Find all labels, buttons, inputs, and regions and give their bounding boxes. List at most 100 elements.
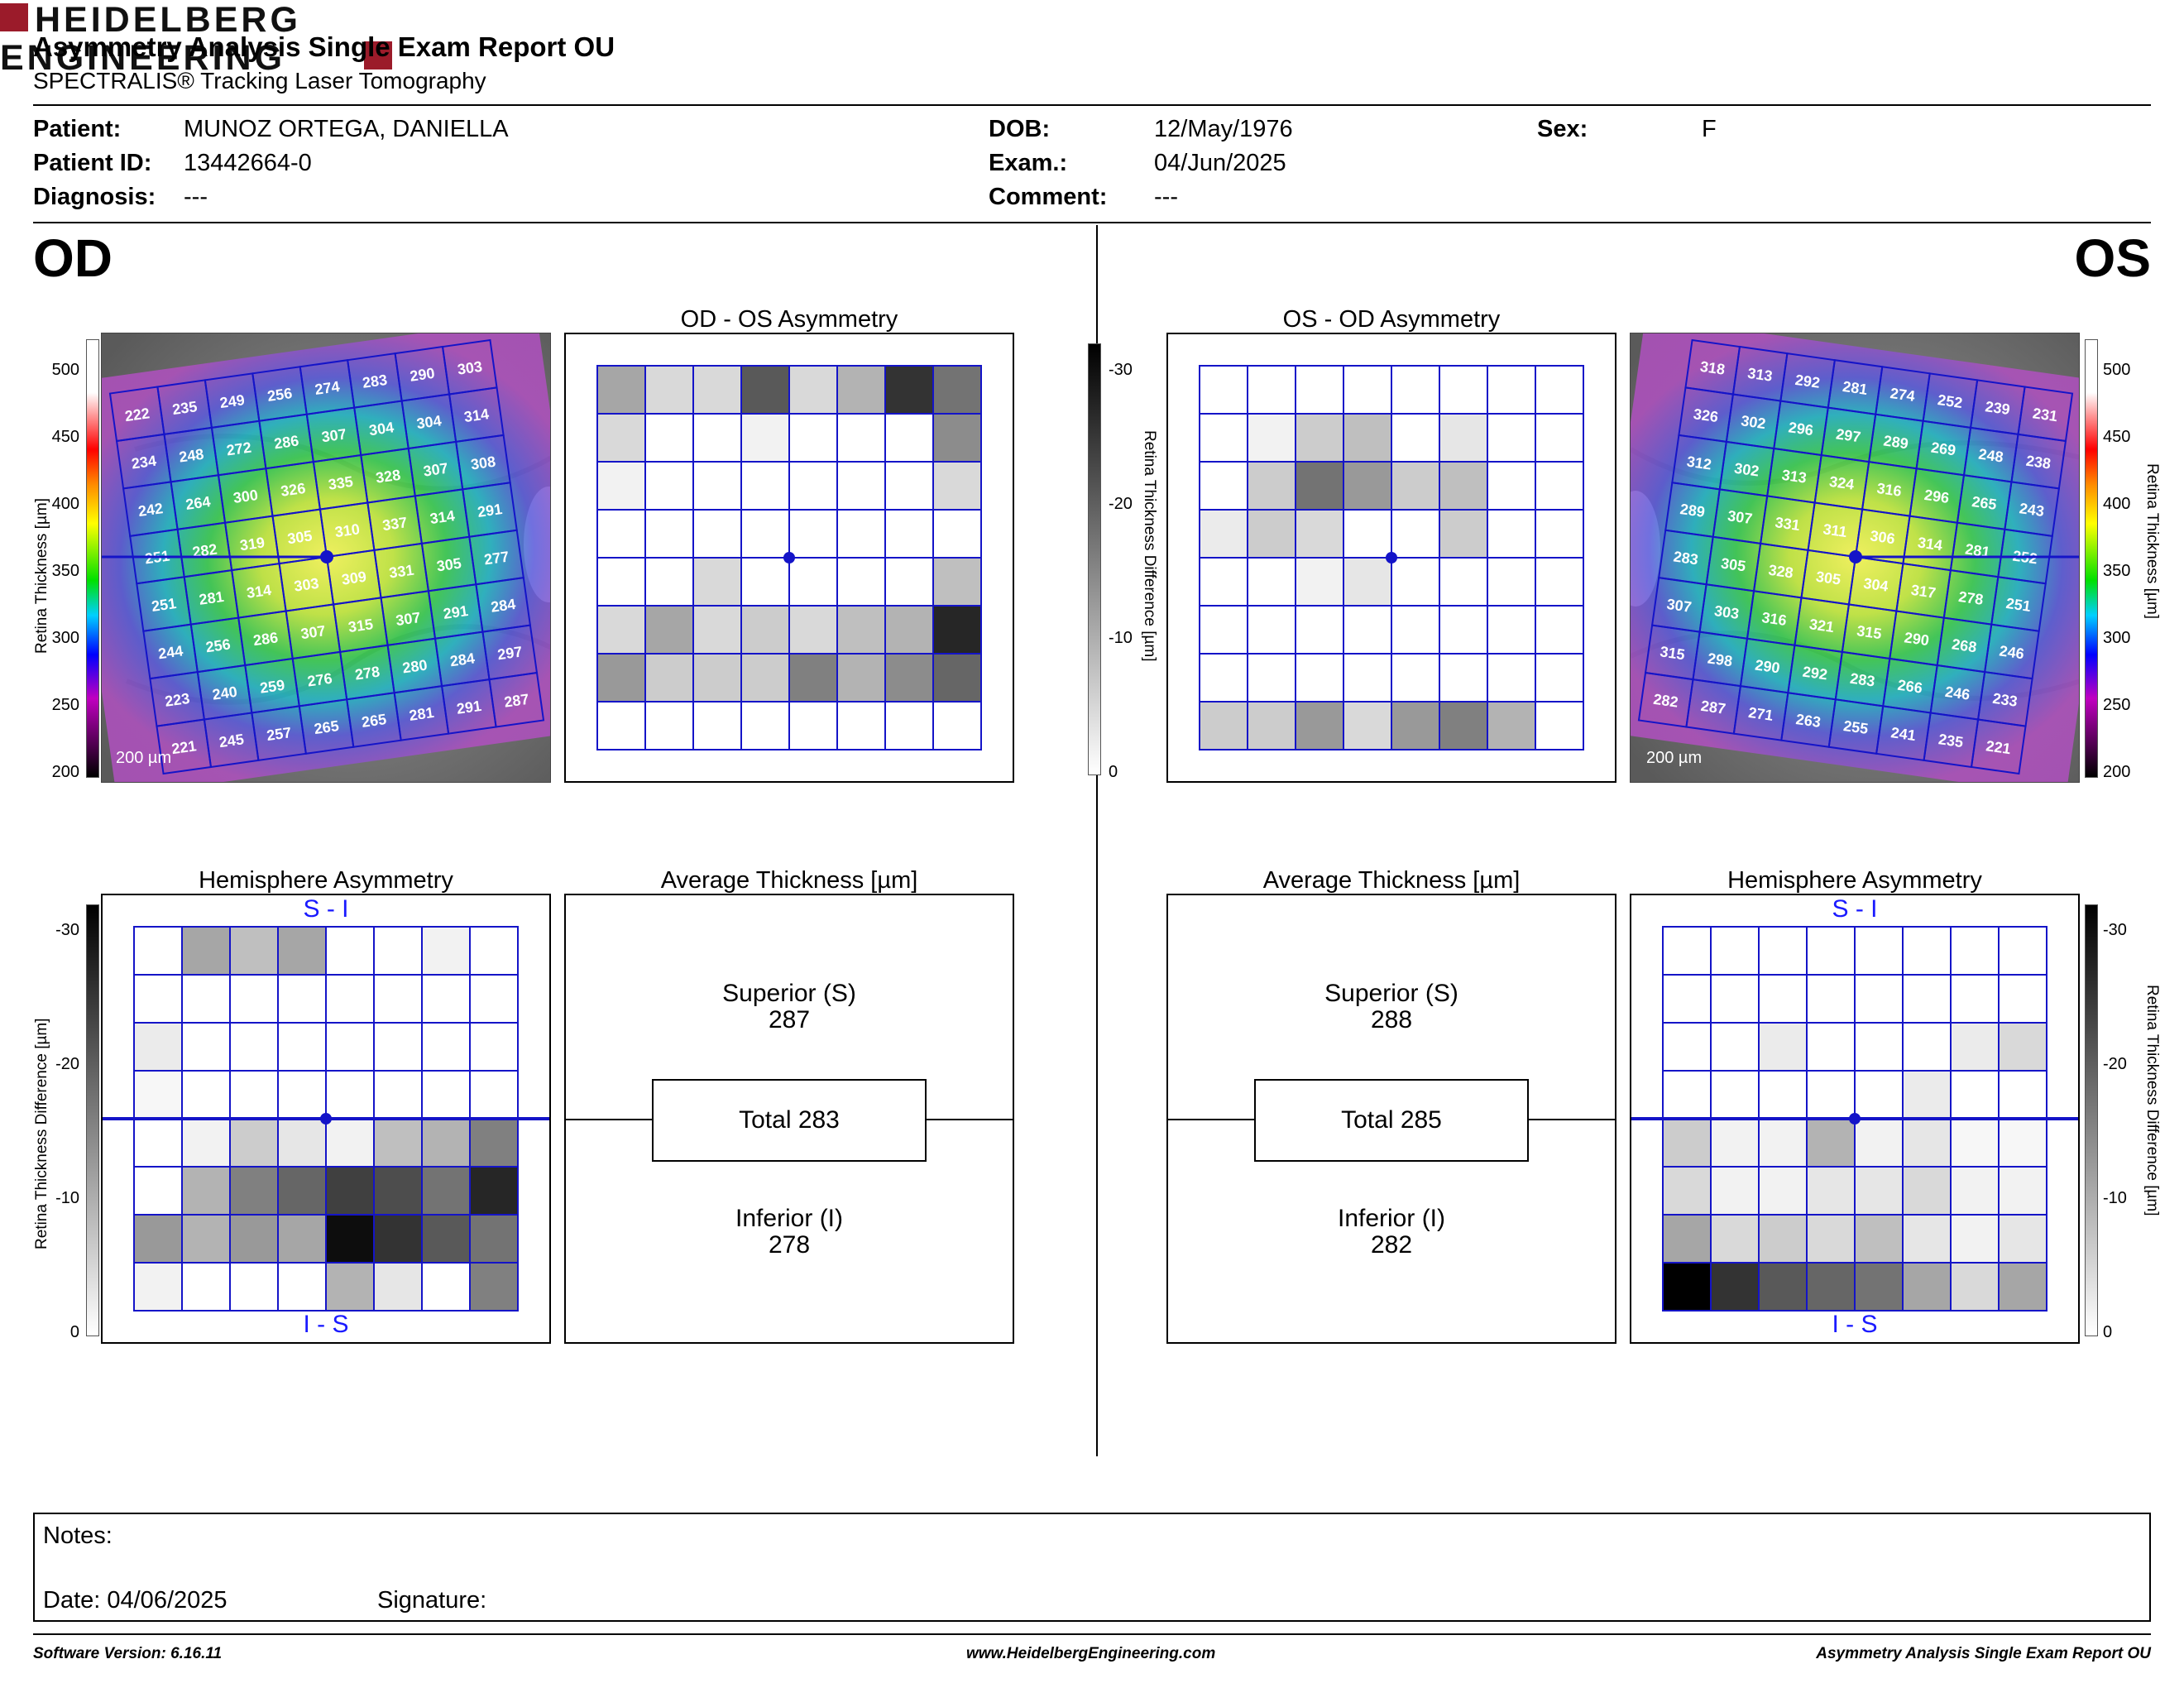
os-hemi-cell	[1710, 1262, 1760, 1312]
os-asym-cell	[1439, 605, 1488, 655]
os-fovea-dot	[1849, 550, 1862, 563]
od-asym-cell	[692, 509, 742, 559]
os-hemi-cell	[1806, 974, 1856, 1024]
os-asym-cell	[1343, 653, 1392, 703]
od-hemi-cell	[469, 1214, 519, 1264]
svg-text:ENGINEERING: ENGINEERING	[0, 38, 285, 73]
od-asym-cell	[788, 413, 838, 463]
od-hemi-cell	[421, 1118, 471, 1168]
os-thickness-value: 231	[2032, 405, 2059, 424]
od-asym-cell	[836, 557, 886, 607]
os-hemi-cell	[1998, 1070, 2048, 1120]
os-asym-cell	[1295, 701, 1344, 750]
os-scale-bar: 200 µm	[1646, 749, 1703, 767]
od-asym-cell	[596, 557, 646, 607]
os-hemi-cell	[1950, 1118, 2000, 1168]
od-hemi-cell	[181, 1214, 231, 1264]
os-thickness-value: 243	[2019, 500, 2046, 520]
os-hemi-cell	[1950, 974, 2000, 1024]
od-hemi-cell	[421, 926, 471, 976]
os-asym-cell	[1439, 365, 1488, 415]
od-asym-cell	[932, 413, 982, 463]
od-asym-cell	[692, 365, 742, 415]
od-hemi-cell	[133, 1070, 183, 1120]
os-hemi-cell	[1998, 1262, 2048, 1312]
os-asym-cell	[1535, 461, 1584, 511]
os-asym-cell	[1199, 701, 1248, 750]
od-asym-cell	[788, 461, 838, 511]
os-asym-cell	[1487, 701, 1536, 750]
od-hemi-cell	[133, 974, 183, 1024]
os-asym-cell	[1247, 605, 1296, 655]
os-thickness-value: 292	[1802, 664, 1829, 683]
sex-label: Sex:	[1537, 116, 1588, 142]
od-asym-cell	[740, 701, 790, 750]
od-color-tick: 250	[51, 696, 79, 714]
od-thickness-value: 314	[246, 582, 273, 602]
os-hemi-cell	[1950, 926, 2000, 976]
os-thickness-value: 292	[1794, 372, 1822, 391]
od-asym-cell	[692, 557, 742, 607]
os-hemi-cell	[1662, 926, 1712, 976]
od-asym-cell	[692, 413, 742, 463]
od-hemi-cell	[469, 1262, 519, 1312]
os-thickness-value: 297	[1835, 425, 1862, 445]
os-thickness-value: 263	[1795, 711, 1822, 731]
od-thickness-value: 291	[443, 602, 470, 622]
od-thickness-value: 223	[164, 690, 191, 710]
os-color-tick: 450	[2103, 428, 2131, 446]
center-gray-tick: -20	[1109, 495, 1133, 513]
os-asym-cell	[1391, 365, 1440, 415]
os-hemi-cell	[1758, 974, 1808, 1024]
os-hemi-gray-tick: -20	[2103, 1055, 2127, 1073]
exam-label: Exam.:	[989, 150, 1068, 176]
od-asym-cell	[788, 557, 838, 607]
od-hemi-cell	[421, 1022, 471, 1072]
os-hemi-cell	[1758, 1262, 1808, 1312]
od-hemi-cell	[277, 1022, 327, 1072]
os-thickness-value: 296	[1788, 419, 1815, 439]
os-thickness-value: 281	[1964, 540, 1991, 560]
os-thickness-value: 238	[2025, 453, 2052, 472]
os-thickness-value: 290	[1754, 656, 1781, 676]
os-asym-cell	[1295, 653, 1344, 703]
od-thickness-value: 303	[293, 575, 320, 595]
os-asym-cell	[1487, 653, 1536, 703]
od-thickness-value: 282	[191, 540, 218, 560]
os-thickness-value: 282	[1652, 691, 1679, 711]
os-thickness-value: 283	[1849, 670, 1876, 690]
os-asym-panel	[1166, 333, 1616, 783]
od-thickness-value: 315	[347, 616, 375, 635]
os-hemi-cell	[1998, 1022, 2048, 1072]
od-hemi-cell	[421, 1262, 471, 1312]
od-thickness-value: 251	[151, 595, 178, 615]
os-asym-cell	[1295, 605, 1344, 655]
od-asym-cell	[644, 461, 694, 511]
os-hemi-cell	[1854, 1166, 1904, 1216]
os-hemi-cell	[1854, 1214, 1904, 1264]
od-hemi-cell	[229, 1166, 279, 1216]
os-thickness-value: 315	[1856, 622, 1883, 642]
od-thickness-value: 264	[184, 493, 212, 513]
os-asym-cell	[1535, 653, 1584, 703]
od-hemi-cell	[469, 1070, 519, 1120]
os-thickness-value: 305	[1720, 555, 1747, 575]
os-inferior-label: Inferior (I)	[1337, 1205, 1446, 1232]
os-hemi-cell	[1806, 926, 1856, 976]
od-asym-cell	[596, 509, 646, 559]
os-thickness-value: 313	[1746, 365, 1774, 385]
os-hemi-cell	[1950, 1022, 2000, 1072]
od-thickness-value: 284	[490, 596, 517, 616]
od-thickness-value: 291	[477, 501, 504, 520]
od-asym-cell	[740, 557, 790, 607]
asym-gray-axis-label: Retina Thickness Difference [µm]	[1141, 430, 1158, 662]
notes-box[interactable]: Notes: Date: 04/06/2025 Signature:	[33, 1513, 2151, 1622]
od-hemi-cell	[277, 1166, 327, 1216]
os-thickness-value: 278	[1957, 588, 1985, 608]
info-divider	[33, 222, 2151, 223]
os-thickness-value: 307	[1665, 596, 1693, 616]
website-link[interactable]: www.HeidelbergEngineering.com	[966, 1645, 1216, 1662]
os-asym-cell	[1343, 509, 1392, 559]
od-hemi-cell	[277, 1070, 327, 1120]
od-hemi-cell	[133, 1214, 183, 1264]
